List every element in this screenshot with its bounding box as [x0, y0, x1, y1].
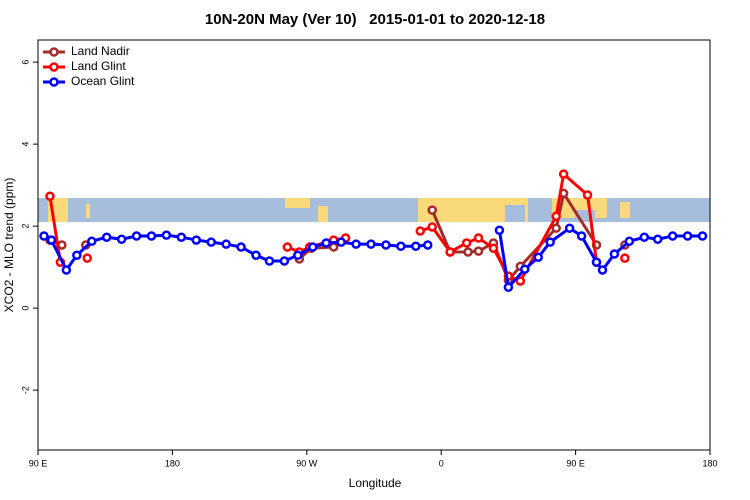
x-axis-label: Longitude	[349, 476, 402, 490]
x-tick-label: 90 E	[566, 458, 585, 468]
data-point	[308, 242, 318, 252]
data-point	[415, 226, 426, 236]
data-point	[279, 256, 290, 266]
x-tick-label: 90 W	[296, 458, 318, 468]
data-point	[597, 265, 608, 275]
data-point	[72, 250, 82, 260]
data-point	[82, 253, 93, 263]
data-point	[551, 223, 561, 233]
chart-title: 10N-20N May (Ver 10) 2015-01-01 to 2020-…	[205, 11, 545, 28]
plot-frame	[37, 39, 711, 451]
data-point	[576, 231, 587, 241]
data-point	[282, 242, 293, 252]
data-point	[515, 276, 526, 286]
data-point	[494, 225, 505, 235]
x-tick-label: 90 E	[29, 458, 48, 468]
data-point	[61, 265, 72, 275]
data-point	[206, 237, 216, 247]
legend-label: Land Glint	[71, 59, 126, 73]
legend-marker	[49, 62, 59, 72]
data-point	[503, 282, 514, 292]
data-point	[46, 235, 57, 245]
y-tick-label: 2	[20, 224, 30, 229]
data-point	[582, 190, 593, 200]
x-tick-label: 180	[165, 458, 180, 468]
data-point	[45, 191, 55, 201]
data-point	[473, 246, 484, 256]
data-point	[461, 238, 472, 248]
data-point	[463, 247, 473, 257]
data-point	[336, 237, 346, 247]
data-point	[488, 243, 499, 254]
legend-marker	[49, 77, 59, 87]
data-point	[116, 234, 127, 245]
y-tick-label: 4	[20, 142, 30, 147]
x-tick-label: 180	[702, 458, 717, 468]
data-point	[473, 233, 484, 243]
data-point	[396, 241, 406, 251]
legend-label: Ocean Glint	[71, 74, 135, 88]
y-tick-label: -2	[20, 386, 30, 394]
data-point	[236, 242, 246, 252]
data-point	[57, 240, 67, 250]
data-point	[639, 232, 650, 242]
data-point	[251, 250, 261, 260]
data-point	[381, 240, 391, 250]
data-point	[682, 231, 693, 241]
series-line	[50, 174, 625, 281]
data-point	[652, 234, 663, 245]
data-point	[191, 235, 202, 245]
data-point	[445, 247, 455, 257]
legend-marker	[49, 47, 59, 57]
data-point	[551, 211, 561, 222]
data-point	[131, 231, 142, 241]
data-point	[427, 222, 437, 232]
data-point	[697, 231, 708, 241]
data-point	[161, 230, 172, 240]
data-point	[427, 205, 437, 215]
data-point	[591, 257, 602, 267]
y-tick-label: 0	[20, 306, 30, 311]
data-point	[39, 231, 49, 241]
data-point	[221, 239, 231, 249]
data-point	[564, 223, 575, 233]
y-axis-label: XCO2 - MLO trend (ppm)	[2, 178, 16, 313]
legend-label: Land Nadir	[71, 44, 130, 58]
map-strip	[38, 198, 710, 222]
data-point	[558, 169, 569, 179]
data-point	[545, 237, 555, 247]
x-tick-label: 0	[439, 458, 444, 468]
data-point	[667, 231, 678, 241]
data-point	[620, 253, 630, 263]
data-point	[366, 239, 376, 249]
y-tick-label: 6	[20, 60, 30, 65]
data-point	[146, 231, 157, 241]
data-point	[609, 249, 620, 259]
data-point	[321, 238, 331, 248]
data-point	[264, 256, 275, 266]
data-point	[293, 250, 303, 260]
data-point	[87, 236, 97, 247]
data-point	[101, 232, 112, 242]
data-point	[423, 240, 433, 250]
data-point	[411, 241, 421, 251]
data-point	[624, 236, 635, 247]
data-point	[533, 252, 544, 263]
data-point	[351, 239, 361, 249]
series-line	[43, 226, 703, 291]
data-point	[176, 232, 187, 242]
data-point	[520, 264, 530, 274]
